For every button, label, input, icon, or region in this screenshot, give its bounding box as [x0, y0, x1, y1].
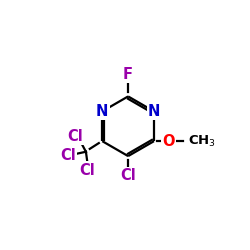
- Text: CH$_3$: CH$_3$: [188, 134, 216, 149]
- Text: Cl: Cl: [79, 162, 95, 178]
- Text: N: N: [148, 104, 160, 119]
- Text: Cl: Cl: [68, 129, 83, 144]
- Text: F: F: [123, 67, 133, 82]
- Text: N: N: [96, 104, 108, 119]
- Text: Cl: Cl: [60, 148, 76, 163]
- Text: Cl: Cl: [120, 168, 136, 183]
- Text: O: O: [162, 134, 175, 149]
